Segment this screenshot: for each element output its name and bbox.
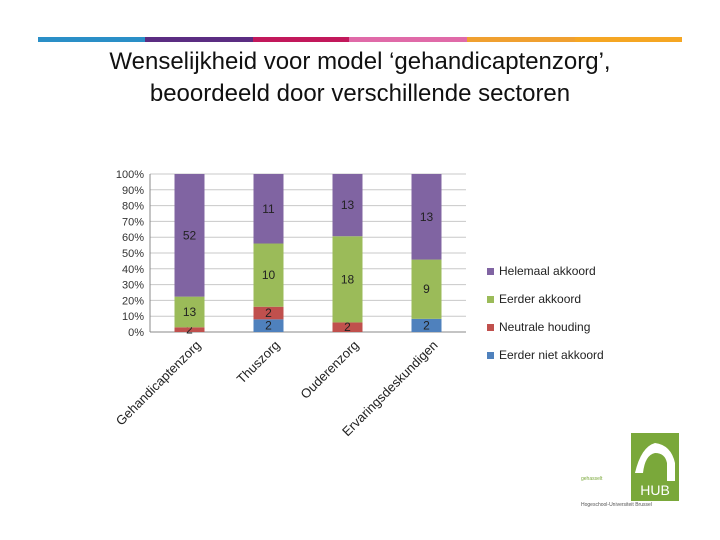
accent-bar-segment <box>145 37 253 42</box>
legend-label: Helemaal akkoord <box>499 264 596 278</box>
logo-tagline-1: gehasselt <box>581 476 603 482</box>
bar-segment <box>174 174 205 297</box>
accent-bar-segment <box>349 37 468 42</box>
logo-arc-shape <box>635 443 675 481</box>
bar-segment <box>332 322 363 332</box>
bar-segment <box>253 319 284 332</box>
bar-segment <box>411 259 442 319</box>
accent-bar-segment <box>467 37 575 42</box>
data-label: 9 <box>423 282 430 296</box>
legend-swatch <box>487 352 494 359</box>
bar-segment <box>174 296 205 328</box>
data-label: 13 <box>420 210 434 224</box>
bar-segment <box>411 318 442 332</box>
data-label: 2 <box>265 306 272 320</box>
x-category-label: Ouderenzorg <box>297 338 361 402</box>
slide-title-line-2: beoordeeld door verschillende sectoren <box>149 80 571 107</box>
bar-segment <box>332 236 363 323</box>
legend-label: Eerder akkoord <box>499 292 581 306</box>
legend-swatch <box>487 324 494 331</box>
data-label: 2 <box>344 320 351 334</box>
bar-segment <box>253 174 284 244</box>
data-label: 18 <box>341 272 355 286</box>
data-label: 13 <box>341 198 355 212</box>
bar-segment <box>253 306 284 320</box>
data-label: 13 <box>183 305 197 319</box>
y-tick-label: 60% <box>122 232 144 244</box>
y-tick-label: 20% <box>122 295 144 307</box>
slide-title: Wenselijkheid voor model ‘gehandicaptenz… <box>30 46 690 110</box>
data-label: 10 <box>262 268 276 282</box>
y-tick-label: 0% <box>128 327 144 339</box>
x-category-label: Thuszorg <box>234 338 283 387</box>
data-label: 2 <box>265 319 272 333</box>
data-label: 2 <box>423 318 430 332</box>
accent-bar <box>38 37 682 42</box>
hub-logo: HUB gehasselt Hogeschool-Universiteit Br… <box>581 433 679 508</box>
legend-swatch <box>487 268 494 275</box>
data-label: 2 <box>186 323 193 337</box>
bar-segment <box>332 174 363 237</box>
y-tick-label: 40% <box>122 264 144 276</box>
legend-label: Eerder niet akkoord <box>499 348 604 362</box>
accent-bar-segment <box>252 37 350 42</box>
data-label: 52 <box>183 228 197 242</box>
y-tick-label: 90% <box>122 185 144 197</box>
data-label: 11 <box>262 202 275 216</box>
logo-text: HUB <box>640 482 670 498</box>
legend-label: Neutrale houding <box>499 320 590 334</box>
legend-swatch <box>487 296 494 303</box>
accent-bar-segment <box>38 37 146 42</box>
y-tick-label: 10% <box>122 311 144 323</box>
x-category-label: Gehandicaptenzorg <box>113 338 204 429</box>
bar-segment <box>174 327 205 332</box>
slide-title-line-1: Wenselijkheid voor model ‘gehandicaptenz… <box>109 48 611 75</box>
bar-segment <box>253 243 284 307</box>
logo-tagline-2: Hogeschool-Universiteit Brussel <box>581 502 652 508</box>
accent-bar-segment <box>574 37 682 42</box>
y-tick-label: 30% <box>122 280 144 292</box>
y-tick-label: 50% <box>122 248 144 260</box>
y-tick-label: 100% <box>116 169 144 181</box>
y-tick-label: 70% <box>122 216 144 228</box>
bar-segment <box>411 174 442 260</box>
y-tick-label: 80% <box>122 201 144 213</box>
